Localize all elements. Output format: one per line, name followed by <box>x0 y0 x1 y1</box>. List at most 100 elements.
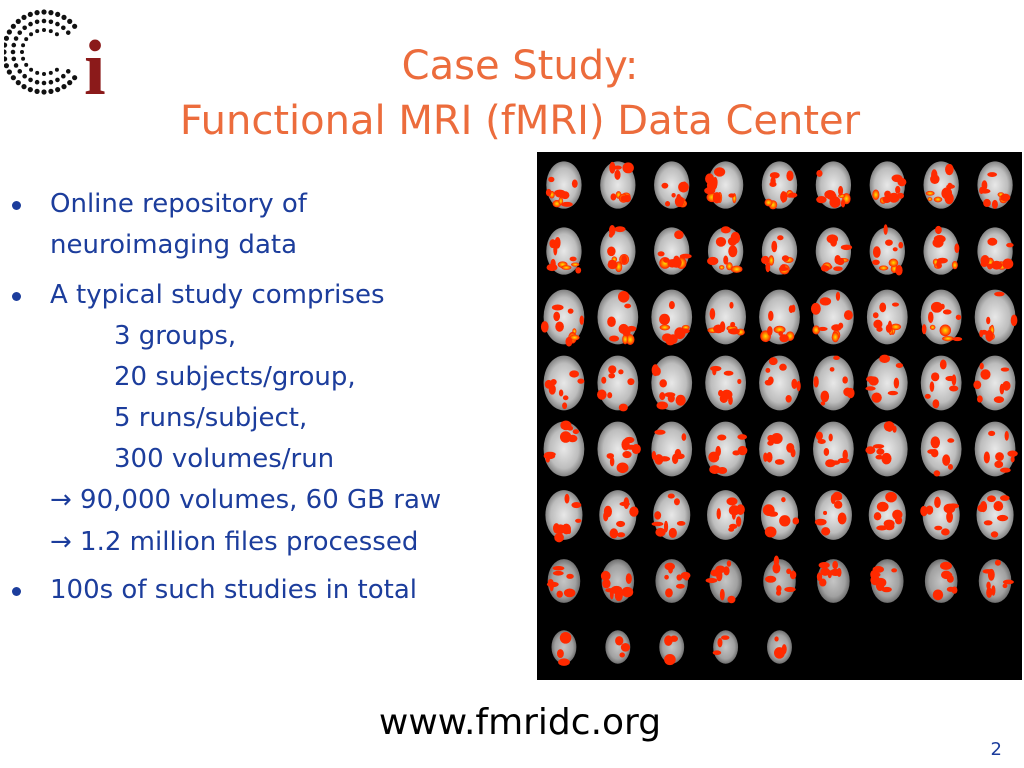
activation-spot <box>554 532 564 543</box>
activation-spot <box>842 376 848 384</box>
activation-spot <box>881 586 892 593</box>
activation-spot <box>941 187 953 200</box>
activation-spot <box>789 570 797 580</box>
activation-spot <box>985 330 994 342</box>
activation-spot <box>942 335 954 342</box>
brain-slice <box>705 559 742 604</box>
logo-dot <box>61 25 66 31</box>
activation-spot <box>817 438 826 444</box>
activation-spot <box>873 319 883 329</box>
brain-slice <box>651 289 693 346</box>
activation-spot <box>679 328 690 334</box>
website-url[interactable]: www.fmridc.org <box>378 702 662 743</box>
activation-spot <box>879 354 891 363</box>
activation-spot <box>951 586 958 594</box>
activation-spot <box>980 261 989 268</box>
activation-spot <box>885 491 897 503</box>
brain-slice <box>654 161 690 209</box>
brain-slice <box>810 289 854 345</box>
activation-spot <box>621 586 634 598</box>
brain-slice <box>705 421 748 477</box>
activation-spot <box>925 505 934 515</box>
activation-spot <box>726 497 738 506</box>
activation-spot <box>772 563 781 574</box>
activation-spot <box>995 452 1004 461</box>
bullet-text: 100s of such studies in total <box>50 575 417 605</box>
activation-spot <box>618 369 624 375</box>
brain-tissue <box>651 421 693 477</box>
activation-spot <box>671 453 679 465</box>
activation-spot <box>676 583 685 589</box>
fmridc-logo: i <box>4 9 106 100</box>
activation-spot <box>664 392 676 398</box>
activation-spot <box>676 194 681 201</box>
activation-spot <box>832 560 839 570</box>
brain-slice <box>920 490 960 540</box>
activation-spot <box>1004 430 1009 441</box>
brain-slice <box>868 490 906 540</box>
activation-spot <box>676 521 686 526</box>
logo-dot <box>55 21 60 27</box>
activation-spot <box>994 559 1001 566</box>
activation-spot <box>786 170 794 182</box>
brain-tissue <box>920 355 962 411</box>
brain-slice <box>599 490 639 540</box>
logo-dot-ring <box>4 9 78 95</box>
activation-spot <box>770 177 776 185</box>
activation-spot <box>726 262 733 271</box>
activation-spot <box>659 324 671 331</box>
activation-spot <box>719 588 725 601</box>
activation-spot <box>930 436 941 449</box>
activation-spot <box>816 195 827 204</box>
logo-dot <box>28 77 33 83</box>
logo-dot <box>4 42 8 48</box>
activation-spot <box>947 503 960 509</box>
logo-dot <box>72 75 78 81</box>
activation-spot <box>548 176 555 183</box>
logo-dot <box>42 72 46 76</box>
activation-spot <box>830 238 837 247</box>
activation-spot <box>721 389 733 400</box>
activation-spot <box>947 438 955 443</box>
activation-spot <box>764 575 777 583</box>
activation-spot <box>559 631 572 644</box>
activation-spot <box>561 265 572 270</box>
activation-spot <box>615 636 624 646</box>
brain-slice <box>545 161 582 209</box>
brain-slice <box>759 289 800 345</box>
logo-dot <box>6 29 12 35</box>
activation-spot <box>932 399 940 409</box>
logo-dot <box>4 56 8 62</box>
activation-spot <box>955 314 962 320</box>
logo-dot <box>28 21 33 27</box>
activation-spot <box>999 467 1011 473</box>
logo-dot <box>41 18 47 24</box>
logo-dot <box>15 18 21 24</box>
activation-spot <box>597 389 607 400</box>
activation-spot <box>1000 495 1010 501</box>
activation-spot <box>566 573 574 579</box>
activation-spot <box>673 255 680 264</box>
activation-spot <box>675 394 686 406</box>
activation-spot <box>786 568 792 575</box>
activation-spot <box>934 496 941 508</box>
activation-spot <box>625 334 635 345</box>
activation-spot <box>723 370 734 376</box>
activation-spot <box>1002 583 1008 589</box>
brain-slice <box>977 227 1014 275</box>
activation-spot <box>607 316 616 328</box>
logo-dot <box>34 79 40 85</box>
bullet-text: A typical study comprises <box>50 280 385 310</box>
activation-spot <box>1007 450 1018 457</box>
activation-spot <box>977 504 987 512</box>
activation-spot <box>1000 367 1010 372</box>
logo-dot <box>6 69 12 75</box>
activation-spot <box>949 385 959 392</box>
activation-spot <box>668 527 677 539</box>
activation-spot <box>843 310 853 321</box>
activation-spot <box>569 334 580 341</box>
activation-spot <box>710 365 722 372</box>
logo-dot <box>55 77 60 83</box>
activation-spot <box>991 585 996 596</box>
activation-spot <box>730 231 741 244</box>
